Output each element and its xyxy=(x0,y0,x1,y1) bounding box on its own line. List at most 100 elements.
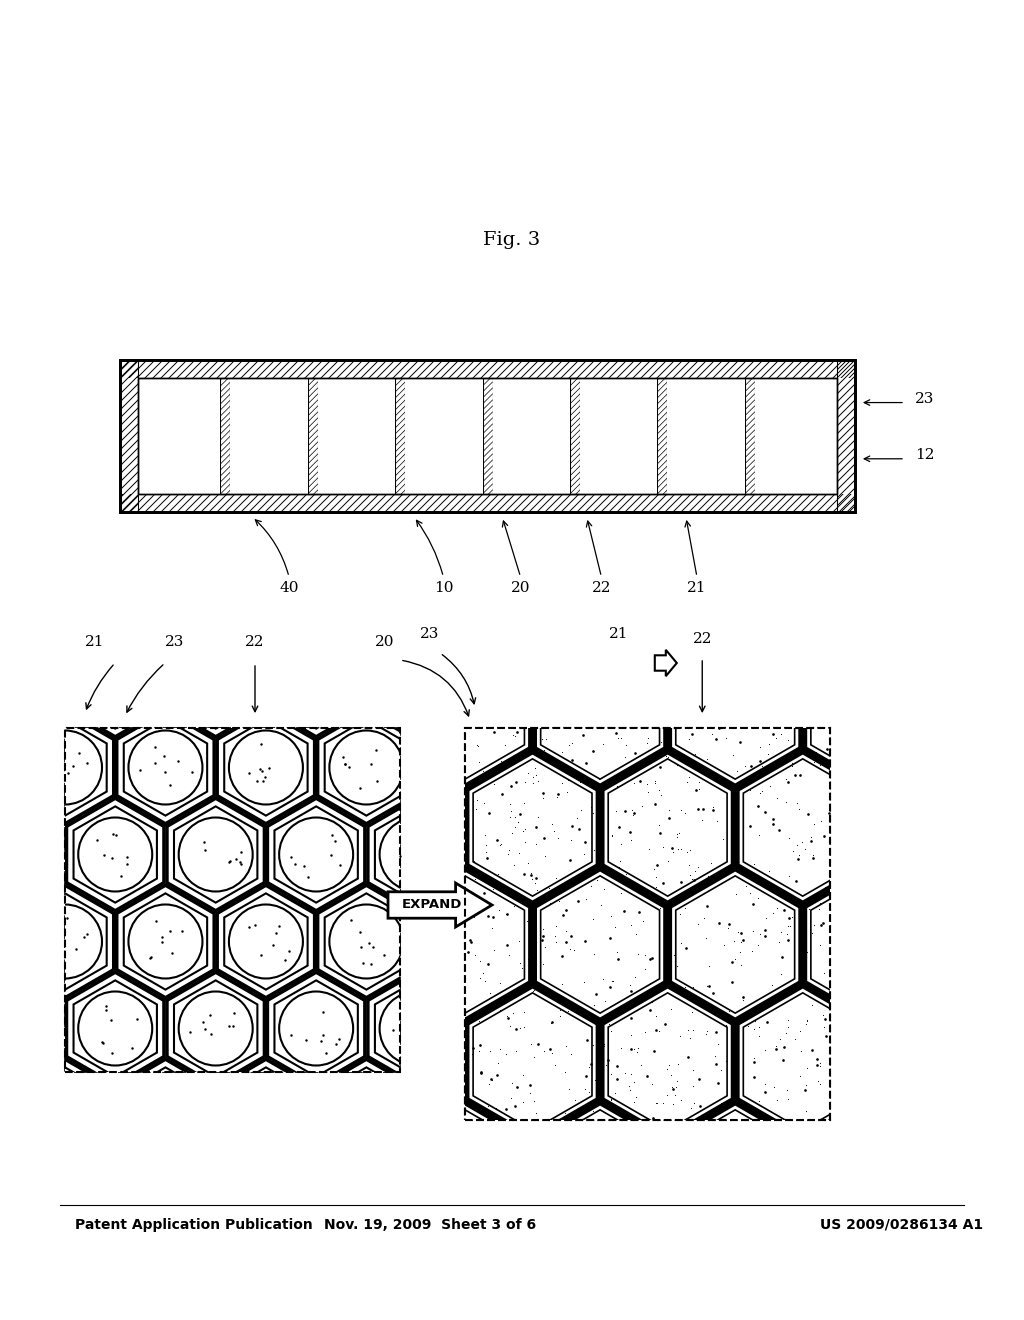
Point xyxy=(681,854,697,875)
Point xyxy=(497,734,513,755)
Point xyxy=(522,1082,539,1104)
Point xyxy=(745,1019,762,1040)
Point xyxy=(469,734,485,755)
Point xyxy=(626,1072,642,1093)
Polygon shape xyxy=(65,729,400,1072)
Point xyxy=(754,780,770,801)
Point xyxy=(669,1071,685,1092)
Point xyxy=(699,975,716,997)
Point xyxy=(595,420,611,441)
Point xyxy=(476,793,493,814)
Circle shape xyxy=(330,1078,403,1152)
Point xyxy=(596,473,612,494)
Point xyxy=(490,899,507,920)
Point xyxy=(520,948,537,969)
Point xyxy=(603,1064,620,1085)
Point xyxy=(610,465,627,486)
Point xyxy=(798,1074,814,1096)
Point xyxy=(586,995,602,1016)
Polygon shape xyxy=(409,879,522,1010)
Point xyxy=(264,381,281,403)
Point xyxy=(639,733,655,754)
Text: Patent Application Publication: Patent Application Publication xyxy=(75,1218,312,1232)
Point xyxy=(685,1076,701,1097)
Point xyxy=(553,974,569,995)
Point xyxy=(602,480,618,502)
Point xyxy=(693,809,710,830)
Point xyxy=(780,1016,797,1038)
Point xyxy=(646,858,663,879)
Point xyxy=(500,408,516,429)
Point xyxy=(681,729,697,750)
Point xyxy=(566,1089,583,1110)
Point xyxy=(705,796,721,817)
Point xyxy=(558,1035,574,1056)
Point xyxy=(492,1039,508,1060)
Point xyxy=(633,1055,649,1076)
Point xyxy=(771,932,787,953)
Point xyxy=(540,375,556,396)
Point xyxy=(665,1093,681,1114)
Point xyxy=(528,879,545,900)
Point xyxy=(332,428,348,449)
Point xyxy=(772,878,788,899)
Polygon shape xyxy=(143,378,220,494)
Point xyxy=(319,433,336,454)
Point xyxy=(510,383,526,404)
Point xyxy=(654,741,671,762)
Point xyxy=(745,854,762,875)
Point xyxy=(668,1077,684,1098)
Point xyxy=(679,841,695,862)
Point xyxy=(648,1006,665,1027)
Point xyxy=(677,977,693,998)
Point xyxy=(621,1076,637,1097)
Point xyxy=(624,799,640,820)
Polygon shape xyxy=(744,378,755,494)
Point xyxy=(520,763,537,784)
Point xyxy=(700,866,717,887)
Point xyxy=(651,814,668,836)
Point xyxy=(812,755,828,776)
Text: EXPAND: EXPAND xyxy=(401,899,462,912)
Point xyxy=(472,950,488,972)
Point xyxy=(516,1002,532,1023)
Point xyxy=(138,440,155,461)
Point xyxy=(516,1016,532,1038)
Point xyxy=(716,405,732,426)
Point xyxy=(612,727,629,748)
Polygon shape xyxy=(375,981,459,1077)
Polygon shape xyxy=(174,807,257,903)
Point xyxy=(652,784,669,805)
Point xyxy=(760,763,776,784)
Point xyxy=(336,449,352,470)
Point xyxy=(700,956,717,977)
Point xyxy=(476,970,493,991)
Point xyxy=(478,836,495,857)
Point xyxy=(660,800,677,821)
Point xyxy=(769,432,785,453)
Polygon shape xyxy=(611,997,724,1127)
Point xyxy=(528,1102,545,1123)
Point xyxy=(557,921,573,942)
Point xyxy=(526,1047,543,1068)
Point xyxy=(760,743,776,764)
Point xyxy=(603,906,620,927)
Point xyxy=(806,813,822,834)
Point xyxy=(623,1024,639,1045)
Point xyxy=(581,1056,597,1077)
Polygon shape xyxy=(0,807,56,903)
Point xyxy=(772,376,788,397)
Point xyxy=(549,787,565,808)
Point xyxy=(525,772,542,793)
Point xyxy=(716,935,732,956)
Point xyxy=(640,781,656,803)
Point xyxy=(686,1093,702,1114)
Circle shape xyxy=(280,644,353,718)
Point xyxy=(601,463,617,484)
Point xyxy=(563,830,580,851)
Circle shape xyxy=(229,904,303,978)
Point xyxy=(577,843,593,865)
Point xyxy=(651,779,668,800)
Point xyxy=(466,851,482,873)
Point xyxy=(677,898,693,919)
